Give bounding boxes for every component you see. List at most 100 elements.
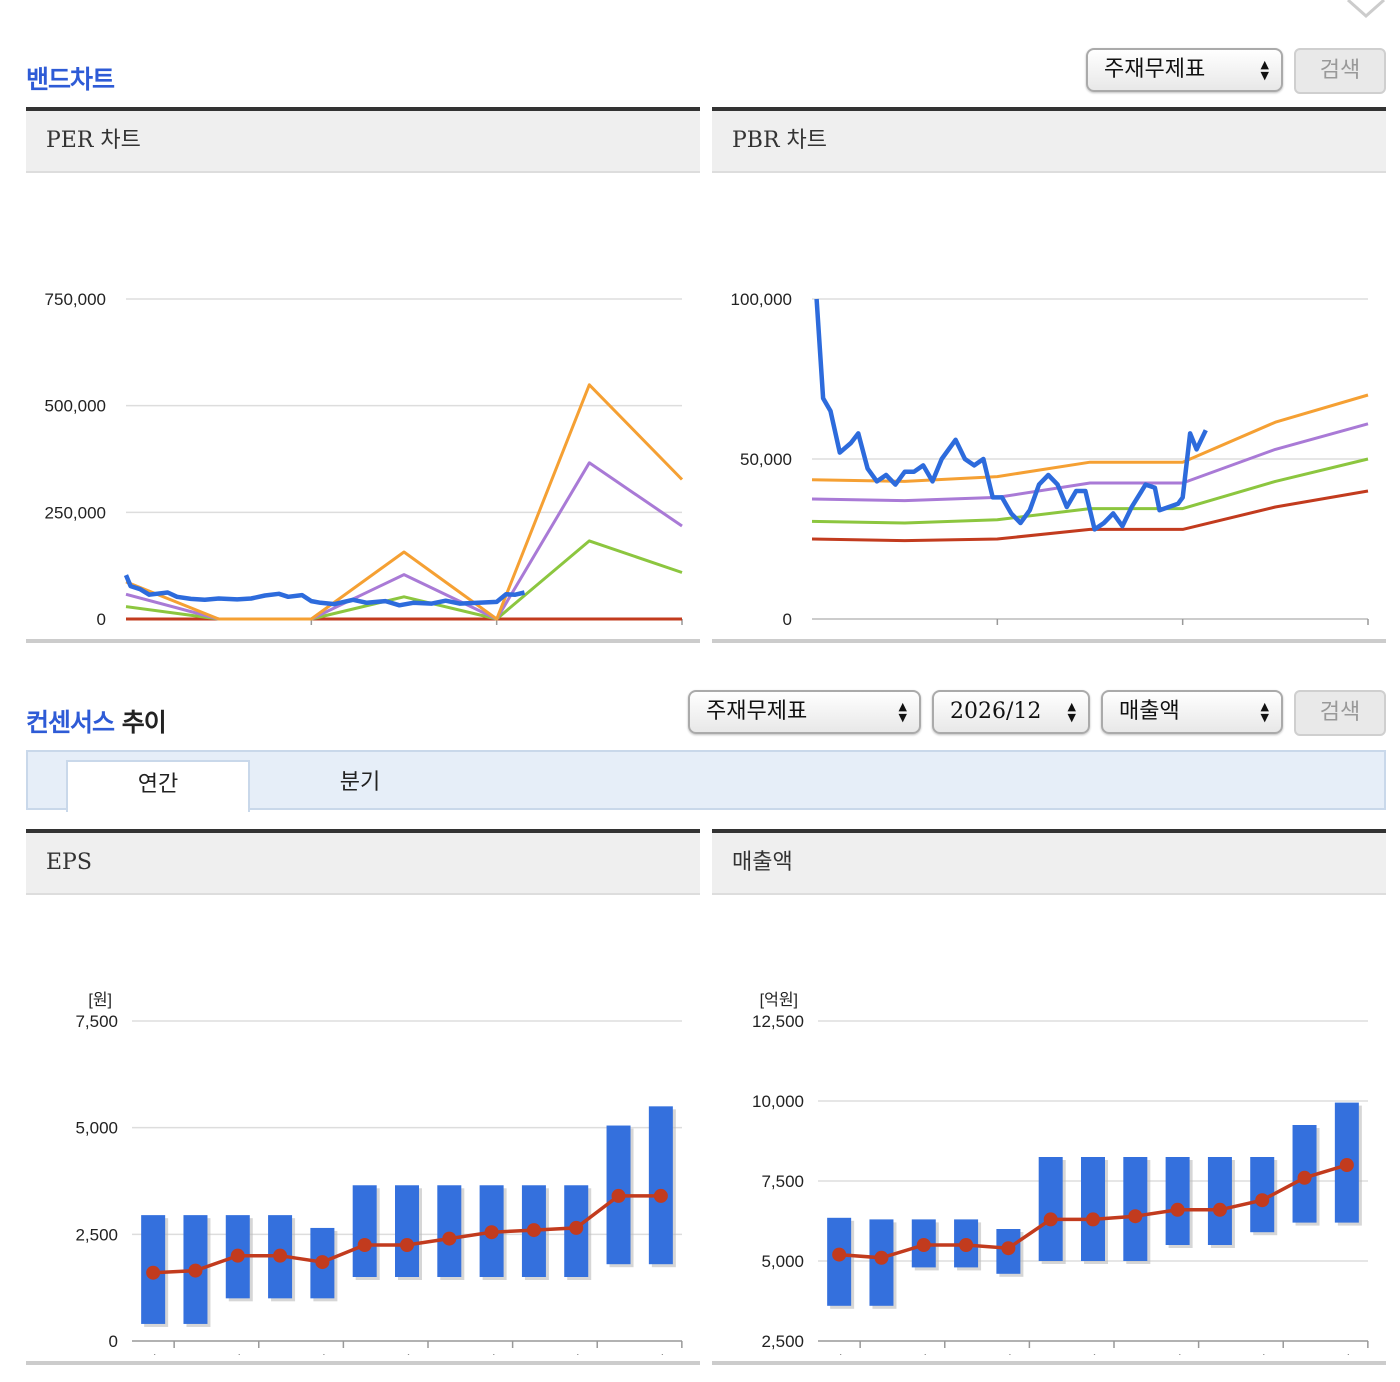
consensus-range-bar <box>1165 1157 1190 1245</box>
consensus-statement-select-value: 주재무제표 <box>706 699 808 724</box>
x-tick-label: 25/09 <box>1073 1353 1113 1355</box>
x-tick-label: 26/01 <box>1242 1353 1282 1355</box>
x-tick-label: 26/03 <box>641 1353 681 1355</box>
y-tick-label: 2,500 <box>75 1225 118 1244</box>
y-tick-label: 5,000 <box>75 1119 118 1138</box>
estimate-point <box>526 1223 541 1238</box>
per-chart-title: PER 차트 <box>26 111 700 173</box>
per-chart-panel: PER 차트 0250,000500,000750,0002024/01/012… <box>26 107 723 684</box>
band-statement-select-value: 주재무제표 <box>1104 57 1206 82</box>
y-tick-label: 50,000 <box>740 450 792 469</box>
tab-quarterly[interactable]: 분기 <box>339 770 381 795</box>
band-line-1 <box>811 489 1369 543</box>
estimate-point <box>959 1238 974 1252</box>
band-line-4 <box>125 383 684 621</box>
consensus-range-bar <box>352 1185 377 1277</box>
y-tick-label: 10,000 <box>752 1092 804 1111</box>
consensus-period-select[interactable]: 2026/12 ▲ ▼ <box>932 690 1090 734</box>
estimate-point <box>1297 1170 1312 1185</box>
revenue-chart-title: 매출액 <box>712 833 1386 895</box>
price-line <box>814 298 1208 532</box>
y-tick-label: 5,000 <box>761 1252 804 1271</box>
estimate-point <box>230 1248 245 1263</box>
x-tick-label: 25/03 <box>133 1353 173 1355</box>
x-tick-label: 25/07 <box>988 1353 1028 1355</box>
estimate-point <box>1212 1202 1227 1217</box>
consensus-title: 컨센서스 추이 <box>26 703 167 739</box>
y-tick-label: 500,000 <box>45 397 106 416</box>
x-tick-label: 25/11 <box>1158 1353 1197 1355</box>
estimate-point <box>1001 1241 1016 1256</box>
consensus-range-bar <box>1038 1157 1063 1261</box>
consensus-item-select[interactable]: 매출액 ▲ ▼ <box>1101 690 1283 734</box>
eps-chart-panel: EPS [원] 0 2,500 5,000 7,500 25/03 25/05 25/07 25… <box>26 829 700 1382</box>
consensus-title-rest: 추이 <box>114 708 167 737</box>
estimate-point <box>569 1220 584 1235</box>
estimate-point <box>484 1225 499 1240</box>
y-tick-label: 2,500 <box>761 1332 804 1351</box>
x-tick-label: 25/07 <box>302 1353 342 1355</box>
pbr-chart-title: PBR 차트 <box>712 111 1386 173</box>
consensus-title-main: 컨센서스 <box>26 708 115 737</box>
pbr-chart-panel: PBR 차트 050,000100,0002024/01/012026/01/0… <box>712 107 1400 684</box>
consensus-statement-select[interactable]: 주재무제표 ▲ ▼ <box>688 690 921 734</box>
consensus-range-bar <box>827 1217 852 1306</box>
select-arrows-icon: ▲ ▼ <box>898 700 907 724</box>
band-chart-title: 밴드차트 <box>26 65 115 94</box>
select-arrows-icon: ▲ ▼ <box>1260 58 1269 82</box>
revenue-chart: [억원] 2,500 5,000 7,500 10,000 12,500 25/03 25/0… <box>752 991 1369 1382</box>
y-tick-label: 0 <box>97 610 106 629</box>
consensus-range-bar <box>395 1185 419 1277</box>
estimate-point <box>874 1250 889 1265</box>
estimate-point <box>1339 1158 1354 1172</box>
per-chart: 0250,000500,000750,0002024/01/012026/01/… <box>45 290 723 684</box>
estimate-point <box>188 1263 203 1278</box>
y-tick-label: 750,000 <box>45 290 106 309</box>
consensus-range-bar <box>1207 1157 1232 1245</box>
x-tick-label: 25/03 <box>819 1353 859 1355</box>
y-tick-label: 100,000 <box>731 290 792 309</box>
x-tick-label: 25/05 <box>218 1353 258 1355</box>
x-tick-label: 26/03 <box>1327 1353 1367 1355</box>
estimate-point <box>1255 1193 1270 1208</box>
pbr-chart: 050,000100,0002024/01/012026/01/012028/0… <box>731 290 1400 684</box>
select-arrows-icon: ▲ ▼ <box>1067 700 1076 724</box>
select-arrows-icon: ▲ ▼ <box>1260 700 1269 724</box>
y-tick-label: 7,500 <box>761 1172 804 1191</box>
x-tick-label: 26/01 <box>556 1353 596 1355</box>
consensus-range-bar <box>648 1106 673 1265</box>
unit-label: [억원] <box>760 991 798 1009</box>
price-line <box>123 574 526 608</box>
estimate-point <box>1086 1212 1100 1227</box>
estimate-point <box>357 1238 372 1252</box>
estimate-point <box>1170 1202 1185 1217</box>
x-tick-label: 25/09 <box>387 1353 427 1355</box>
eps-chart-title: EPS <box>26 833 700 895</box>
consensus-item-select-value: 매출액 <box>1119 699 1180 724</box>
y-tick-label: 0 <box>109 1332 118 1351</box>
estimate-point <box>611 1188 626 1203</box>
band-statement-select[interactable]: 주재무제표 ▲ ▼ <box>1086 48 1283 92</box>
estimate-point <box>273 1248 288 1263</box>
estimate-point <box>442 1231 457 1246</box>
unit-label: [원] <box>88 991 112 1009</box>
y-tick-label: 250,000 <box>45 503 106 522</box>
estimate-point <box>315 1255 330 1270</box>
eps-chart: [원] 0 2,500 5,000 7,500 25/03 25/05 25/07 25/09 2… <box>75 991 683 1382</box>
band-search-button[interactable]: 검색 <box>1294 48 1386 94</box>
tab-annual[interactable]: 연간 <box>66 760 250 812</box>
x-tick-label: 25/11 <box>472 1353 511 1355</box>
consensus-tab-bar: 연간 분기 <box>26 750 1386 812</box>
revenue-chart-panel: 매출액 [억원] 2,500 5,000 7,500 10,000 12,500 25/03… <box>712 829 1386 1382</box>
estimate-point <box>832 1247 847 1262</box>
y-tick-label: 12,500 <box>752 1012 804 1031</box>
consensus-range-bar <box>437 1185 462 1277</box>
estimate-point <box>1043 1212 1058 1227</box>
band-line-3 <box>811 422 1369 503</box>
y-tick-label: 0 <box>783 610 792 629</box>
consensus-search-button[interactable]: 검색 <box>1294 690 1386 736</box>
estimate-point <box>653 1188 668 1203</box>
consensus-range-bar <box>1123 1157 1148 1261</box>
estimate-point <box>400 1238 414 1252</box>
consensus-period-select-value: 2026/12 <box>950 699 1042 724</box>
